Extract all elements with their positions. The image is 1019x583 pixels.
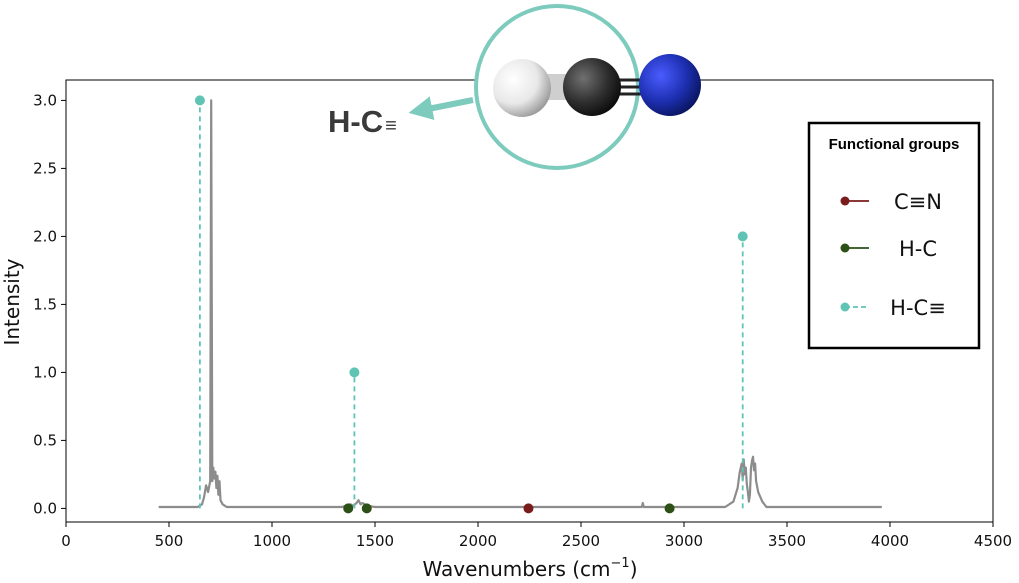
carbon-atom	[563, 58, 621, 116]
y-tick-label: 1.5	[33, 295, 57, 313]
x-tick-label: 3000	[665, 532, 703, 550]
x-axis-label: Wavenumbers (cm−1)	[423, 556, 638, 581]
legend-title: Functional groups	[829, 136, 960, 153]
legend: Functional groups C≡N H-C H-C≡	[807, 121, 981, 350]
annotation-label-main: H-C	[328, 104, 383, 139]
x-tick-label: 4500	[974, 532, 1012, 550]
hydrogen-atom	[493, 59, 551, 117]
marker-point	[343, 503, 354, 514]
x-axis-label-sup: −1	[611, 556, 630, 571]
x-tick-label: 1000	[253, 532, 291, 550]
x-tick-label: 500	[155, 532, 184, 550]
legend-label: C≡N	[894, 190, 942, 214]
marker-point	[523, 503, 534, 514]
y-tick-label: 1.0	[33, 363, 57, 381]
legend-entries: C≡N H-C H-C≡	[840, 190, 946, 320]
y-tick-label: 3.0	[33, 91, 57, 109]
annotation-label-suffix: ≡	[385, 115, 397, 137]
legend-label: H-C	[899, 237, 937, 261]
marker-point	[349, 367, 360, 378]
marker-point	[361, 503, 372, 514]
x-tick-label: 2000	[459, 532, 497, 550]
nitrogen-atom	[639, 54, 701, 116]
x-tick-label: 2500	[562, 532, 600, 550]
x-axis-label-main: Wavenumbers (cm	[423, 557, 611, 581]
marker-point	[737, 231, 748, 242]
legend-box	[807, 121, 981, 350]
y-tick-label: 0.0	[33, 499, 57, 517]
x-axis-label-suffix: )	[630, 557, 638, 581]
legend-marker	[840, 243, 850, 253]
y-axis-ticks: 0.0 0.5 1.0 1.5 2.0 2.5 3.0	[33, 91, 66, 517]
x-tick-label: 0	[61, 532, 71, 550]
y-tick-label: 2.5	[33, 159, 57, 177]
x-tick-label: 3500	[768, 532, 806, 550]
functional-group-markers	[194, 95, 748, 514]
x-tick-label: 4000	[871, 532, 909, 550]
marker-point	[194, 95, 205, 106]
y-tick-label: 2.0	[33, 227, 57, 245]
legend-label: H-C≡	[890, 296, 946, 320]
annotation-arrow	[408, 96, 474, 120]
legend-marker	[840, 196, 850, 206]
annotation-label: H-C ≡	[328, 104, 397, 139]
molecule-annotation: H-C ≡	[328, 4, 701, 170]
y-tick-label: 0.5	[33, 431, 57, 449]
x-tick-label: 1500	[356, 532, 394, 550]
x-axis-ticks: 0 500 1000 1500 2000 2500 3000 3500 4000 4500	[61, 522, 1012, 550]
marker-point	[664, 503, 675, 514]
y-axis-label: Intensity	[0, 258, 24, 345]
legend-marker	[840, 302, 850, 312]
